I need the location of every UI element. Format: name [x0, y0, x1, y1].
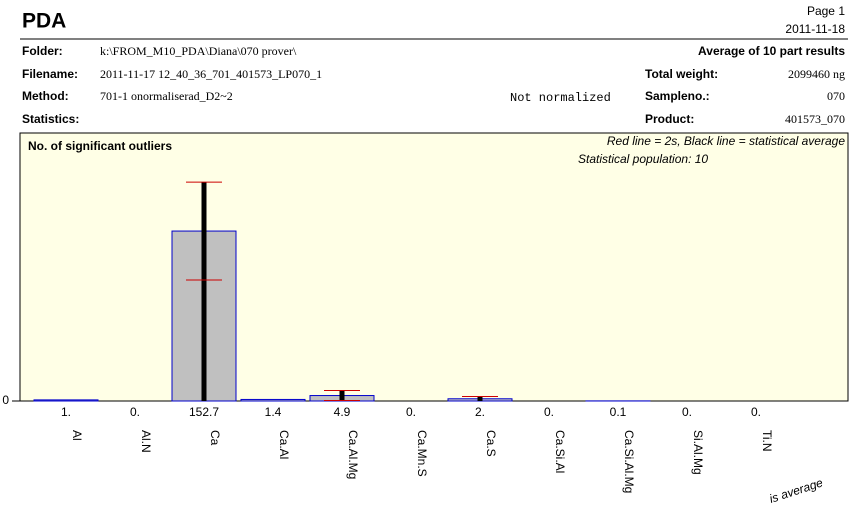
bar	[33, 399, 99, 402]
value-label: 0.	[130, 405, 140, 419]
value-label: 2.	[475, 405, 485, 419]
value-label: 152.7	[189, 405, 219, 419]
footer-fragment: is average	[768, 475, 825, 506]
value-label: 0.1	[610, 405, 627, 419]
x-tick-label: Ca.Si.Al.Mg	[622, 430, 636, 493]
value: 2011-11-17 12_40_36_701_401573_LP070_1	[100, 67, 322, 81]
value-label: 1.4	[265, 405, 282, 419]
value: 701-1 onormaliserad_D2~2	[100, 89, 233, 103]
value: k:\FROM_M10_PDA\Diana\070 prover\	[100, 44, 297, 58]
value: 401573_070	[785, 112, 845, 126]
label: Method:	[22, 89, 69, 103]
x-tick-label: Ca.Mn.S	[415, 430, 429, 477]
label: Folder:	[22, 44, 63, 58]
value-label: 0.	[544, 405, 554, 419]
value-label: 0.	[406, 405, 416, 419]
label: Total weight:	[645, 67, 718, 81]
legend-note: Red line = 2s, Black line = statistical …	[607, 134, 845, 148]
value-label: 1.	[61, 405, 71, 419]
x-tick-label: Ca.S	[484, 430, 498, 457]
x-tick-label: Ca.Al.Mg	[346, 430, 360, 479]
date: 2011-11-18	[785, 22, 845, 36]
value-label: 4.9	[334, 405, 351, 419]
title: PDA	[22, 10, 66, 33]
label: Sampleno.:	[645, 89, 710, 103]
population: Statistical population: 10	[578, 152, 708, 166]
x-tick-label: Al.N	[139, 430, 153, 453]
x-tick-label: Si.Al.Mg	[691, 430, 705, 475]
normalization: Not normalized	[510, 91, 611, 105]
value: 070	[827, 89, 845, 103]
x-tick-label: Ca.Al	[277, 430, 291, 459]
x-tick-label: Ca	[208, 430, 222, 446]
plot-area	[19, 132, 849, 402]
value: 2099460 ng	[788, 67, 845, 81]
value-label: 0.	[682, 405, 692, 419]
value-label: 0.	[751, 405, 761, 419]
label: Statistics:	[22, 112, 79, 126]
chart-title: No. of significant outliers	[28, 139, 172, 153]
x-tick-label: Ca.Si.Al	[553, 430, 567, 473]
y-tick-label: 0	[2, 393, 9, 407]
average-note: Average of 10 part results	[698, 44, 845, 58]
bar	[240, 398, 306, 402]
x-tick-label: Al	[70, 430, 84, 441]
label: Filename:	[22, 67, 78, 81]
page: Page 1	[807, 4, 845, 18]
label: Product:	[645, 112, 694, 126]
x-tick-label: Ti.N	[760, 430, 774, 452]
